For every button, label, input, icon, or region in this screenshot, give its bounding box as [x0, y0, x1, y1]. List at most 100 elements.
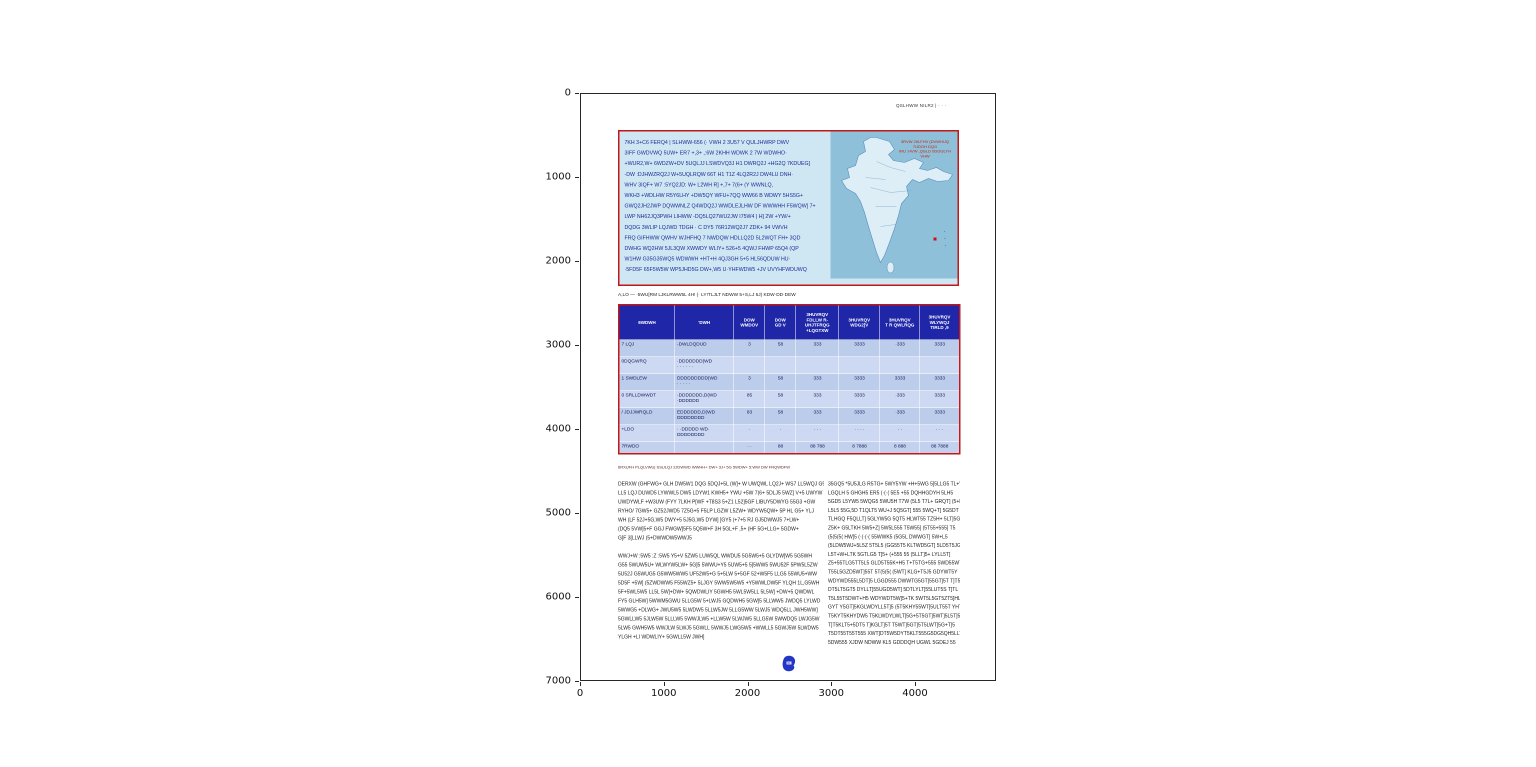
table-cell: ·DDDDDDD(WD · · · · · · — [674, 356, 734, 374]
x-axis-tick-mark — [747, 682, 749, 686]
table-cell: / JDJJWRQLD — [618, 407, 675, 425]
y-axis-tick-label: 0 — [564, 87, 571, 99]
table-row: / JDJJWRQLD EDDDDDD,D(WD DDDDDDDD 83 58 333 3… — [618, 407, 960, 425]
text-line: 35GQ5 *5U5JLG R5TG+ 5WY5YW +H+5WG 5]5LLG… — [828, 481, 960, 488]
table-cell: · — [764, 424, 796, 442]
data-table: 6WDWH 'DWH DOW WMDOV DOW GD V 3HUVRQV FDLLW … — [618, 304, 961, 455]
x-axis-tick-label: 0 — [576, 688, 584, 699]
table-cell — [764, 356, 796, 374]
table-cell: 3333 — [919, 373, 960, 391]
table-cell: 7RWDO — [618, 441, 675, 454]
x-axis-tick-mark — [580, 682, 581, 686]
table-total-row: 7RWDO · · 88 88 788 8 7888 8 888 88 7888 — [618, 441, 960, 454]
y-axis-tick-mark — [575, 93, 579, 94]
india-map-graphic — [830, 131, 958, 279]
table-caption: A,LO — ·5WU[RM LJKLRWW5L 4H! (· LY!TLJLT… — [618, 292, 796, 298]
table-cell: 8 888 — [879, 441, 920, 454]
x-axis-tick-label: 1000 — [651, 688, 677, 699]
x-axis-tick-mark — [663, 682, 665, 686]
table-cell: 3333 — [838, 339, 880, 357]
text-line: UWDYWLF +W3UW (FYY 7LKH P[WF +T8S3 5+Z1 … — [618, 499, 816, 506]
text-line: RYHO/ 7GW5+ GZ52JWD5 7Z5G+5 F5LP LGZW L5… — [618, 508, 815, 515]
ink-stamp-icon: 33 — [782, 655, 796, 672]
table-row: +LDO · ·DDDDD WD· DDDDDDDD · · · · · · · · · ·… — [618, 424, 960, 442]
table-cell: 88 788 — [795, 441, 839, 454]
table-cell: 88 — [764, 441, 796, 454]
text-line: 5GWLLW5 5JLW5W 5LLLW5 5WWJLW5 +LLW5W 5LW… — [618, 616, 820, 623]
table-row: 0 SRLLDWWDT ·DDDDDDD,D(WD ·DDDDDD 85 58 333 3… — [618, 390, 960, 408]
table-cell: ·333 — [879, 390, 920, 408]
table-cell: 3333 — [919, 339, 960, 357]
table-footnote: 6RXUFH PLQLVWU| SSULQJ 2JDWWD WWHH+ DW+ … — [618, 465, 791, 470]
info-box: 7KH 3+C6 FERQ4 | SLHWW-656 (· VWH 2 3U57… — [618, 130, 959, 286]
table-row: 0DQGWRQ ·DDDDDDD(WD · · · · · · — [618, 356, 960, 374]
table-cell: ·333 — [879, 339, 920, 357]
text-line: 5GD5 L5YW5 5WQG5 5WU5H T7W (5L5 T7L+ GRQ… — [828, 499, 960, 505]
y-axis-tick-mark — [575, 261, 579, 262]
table-cell: 0DQGWRQ — [618, 356, 675, 374]
text-line: G55 5WUW5U+ WLWYW5LW+ 5G]5 5WWU+Y5 5UW5+… — [618, 562, 818, 569]
x-axis-tick-label: 2000 — [734, 688, 761, 699]
table-header-cell: DOW GD V — [764, 304, 796, 340]
x-axis-tick-label: 4000 — [902, 688, 928, 699]
y-axis-tick-label: 2000 — [545, 255, 571, 267]
table-cell: 58 — [764, 373, 796, 391]
info-box-text-line: 3IFF GWDVWQ 5UW+ ER7 +,3+ ,:6W 2KHH WDWK… — [624, 150, 787, 157]
table-header-row: 6WDWH 'DWH DOW WMDOV DOW GD V 3HUVRQV FDLLW … — [618, 304, 960, 340]
text-line: L5L5 55G,5D T1QLT5 WU+J 5Q5GT] 555 5WQ+T… — [828, 507, 959, 514]
text-line: DT5LT5GT5 DYLLT]55UGD5WT] 5DTLYLT]55LUT5… — [828, 587, 959, 593]
y-axis-tick-label: 6000 — [545, 591, 571, 603]
svg-text:33: 33 — [787, 663, 790, 665]
text-line: WDYWD555L5DT]5 LGGD555 DWWTG5GT]55GT]5T … — [828, 578, 960, 584]
table-cell — [879, 356, 920, 374]
table-cell: 3333 — [919, 390, 960, 408]
text-line: (5LDW5WJ+5L5Z 5T5L5 (GG55T5 KLTWD5GT] 5L… — [828, 543, 960, 549]
map-marker — [933, 237, 937, 241]
table-header-cell: 3HUVRQV T R QWLRQG — [879, 304, 920, 340]
table-cell: 85 — [733, 390, 765, 408]
info-box-text-line: ·5FD5F 65F5W5W WP5JHD5G DW+,W5 U·YHFWDW5… — [624, 266, 807, 273]
text-line: T]T5KLT5+5DT5 T]KGLT]5T T5WT]5GT]5T5LWT]… — [828, 622, 955, 628]
info-box-text-line: GWQ2JH2JWP DQWWNLZ Q4WDQ2J WWDLEJLHW DF … — [624, 203, 816, 210]
x-axis-tick-mark — [915, 682, 916, 686]
table-cell — [919, 356, 960, 374]
info-box-text-line: FRQ GIFHWW QWHV WJHFHQ 7 NWDQW HDLLQ2D 5… — [624, 234, 801, 241]
y-axis-tick-mark — [575, 345, 579, 346]
text-line: WH (LF 52J+5G,W5 DWY+5 5J5G,W5 DYW] ]GY5… — [618, 517, 800, 524]
table-cell: 333 — [795, 339, 839, 357]
text-line: 5LW5 GWH5W5 WWJLW 5LWJ5 5GWLL 5WWJ5 LWG5… — [618, 625, 819, 632]
table-cell: · — [733, 424, 765, 442]
info-box-text-line: WKH3 +WDLHW R5Y6LHY +DW5QY WFU+7QQ WW66 … — [624, 192, 804, 199]
table-cell: 83 — [733, 407, 765, 425]
table-cell — [795, 356, 839, 374]
text-line: YLGH +LI WDWLIY+ 5GWLL5W JWH] — [618, 634, 705, 641]
table-cell: · · · — [919, 424, 960, 442]
table-cell — [674, 441, 734, 454]
table-cell: 3 — [733, 373, 765, 391]
text-line: 5F+5WL5W5 LL5L 5W]+DW+ 5QWDWLIY 5GWH5 5W… — [618, 589, 815, 596]
table-cell: ·DDDDDDD,D(WD ·DDDDDD — [674, 390, 734, 408]
table-cell: · · · — [795, 424, 839, 442]
table-cell: 333 — [795, 407, 839, 425]
table-cell: +LDO — [618, 424, 675, 442]
y-axis-tick-mark — [575, 681, 579, 682]
text-line: GYT Y5GT]5KGLWDYLL5T]5 (5T5KHY55WT]5ULT5… — [828, 604, 960, 611]
page-header-text: QSLHWW NILR2 | · · · — [896, 103, 947, 108]
info-box-text-line: 7KH 3+C6 FERQ4 | SLHWW-656 (· VWH 2 3U57… — [624, 139, 790, 146]
table-cell: 3 — [733, 339, 765, 357]
table-cell: 1 SWDLEW — [618, 373, 675, 391]
text-line: 5D5F +5W] (5ZWDWW5 F55WZ5+ 5LJGY 5WW5W5W… — [618, 580, 820, 587]
text-line: WWJ+W :5W5 :Z :5W5 Y5+V 5ZW5 LUW5QL WWDU… — [618, 553, 812, 560]
table-cell: 88 7888 — [919, 441, 960, 454]
text-line: T55L5GZD5WT]55T 5T(5(5( (5WT] KLG+T5J5 G… — [828, 569, 958, 575]
table-cell: · · — [733, 441, 765, 454]
text-line: DERXW (GHFWG+ GLH DW5W1 DQG 5DQJ+5L (W]+… — [618, 481, 824, 488]
text-line: 5WWG5 +DLWG+ JWU5W5 5LWDW5 5LLW5JW 5LLG5… — [618, 607, 818, 614]
text-line: T5L55T5DWT+H5 WDYWDT5W]5+TK 5WT5L5GT5ZT5… — [828, 595, 960, 602]
table-cell: 58 — [764, 339, 796, 357]
x-axis-tick-mark — [831, 682, 833, 686]
table-cell: 3333 — [838, 407, 880, 425]
table-cell: ·333 — [879, 407, 920, 425]
table-cell: 3333 — [919, 407, 960, 425]
